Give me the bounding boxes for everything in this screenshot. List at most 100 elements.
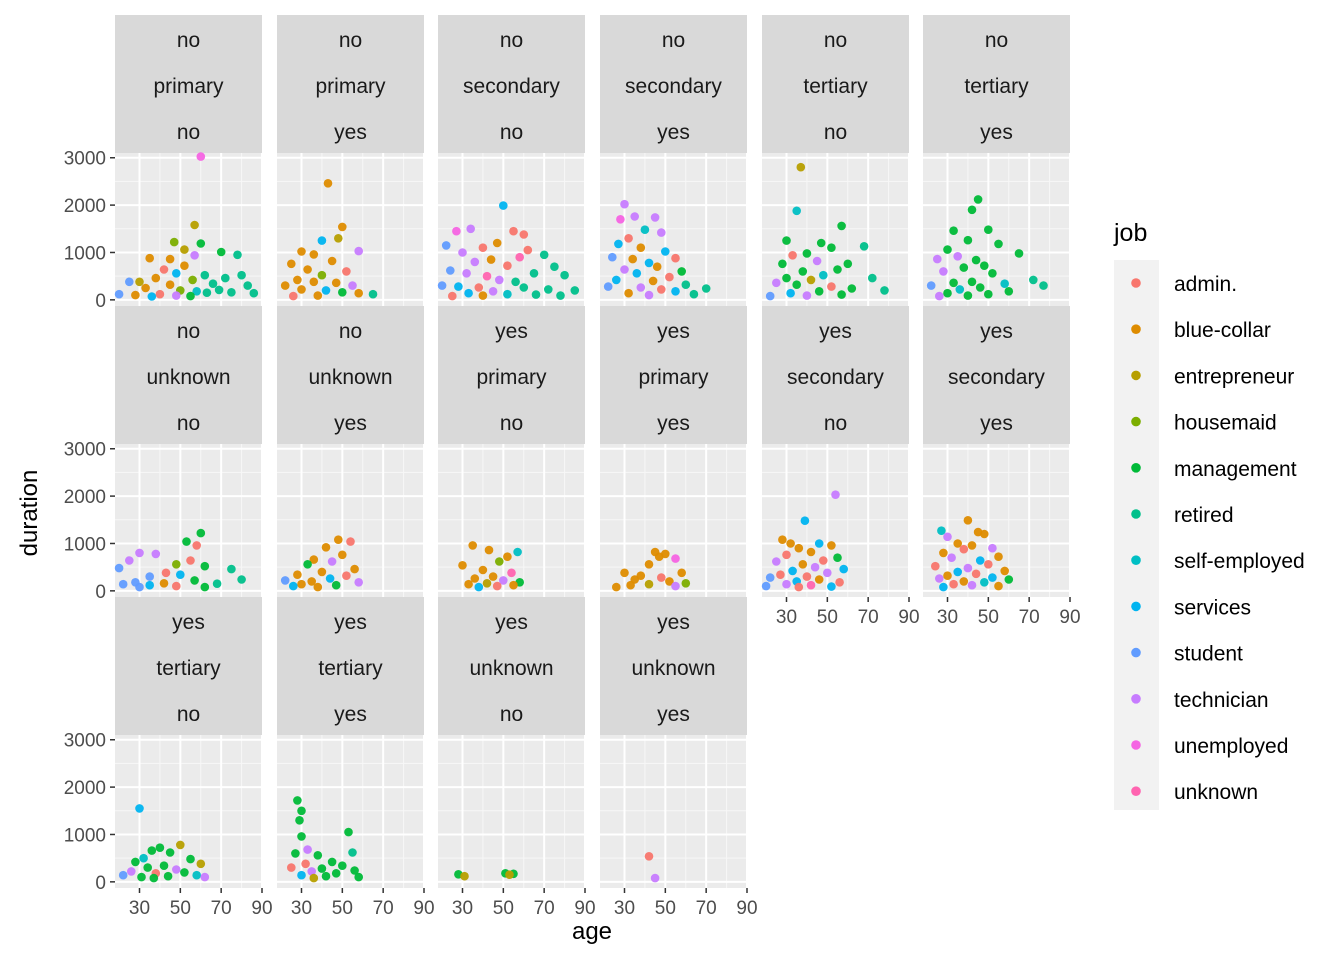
- facet-strip-label: yes: [334, 121, 367, 144]
- data-point: [988, 573, 997, 582]
- data-point: [196, 859, 206, 869]
- data-point: [313, 582, 323, 592]
- facet-panel: yes secondary yes 30 50 70 90: [923, 306, 1081, 628]
- data-point: [984, 560, 993, 569]
- data-point: [147, 292, 157, 301]
- data-point: [147, 846, 157, 855]
- facet-strip-label: yes: [819, 320, 852, 343]
- data-point: [827, 243, 836, 252]
- x-tick-label: 70: [1019, 607, 1040, 628]
- data-point: [519, 283, 529, 292]
- data-point: [509, 580, 518, 590]
- facet-strip-label: unknown: [631, 657, 715, 680]
- y-tick-label: 1000: [64, 534, 106, 555]
- data-point: [967, 205, 977, 215]
- data-point: [644, 560, 654, 569]
- facet-strip-label: yes: [495, 611, 528, 634]
- data-point: [354, 246, 364, 256]
- data-point: [200, 582, 210, 592]
- data-point: [503, 289, 512, 299]
- x-tick-label: 90: [251, 898, 272, 919]
- data-point: [307, 867, 317, 876]
- data-point: [331, 580, 341, 590]
- data-point: [665, 272, 674, 282]
- facet-strip: [438, 306, 585, 444]
- x-tick-label: 30: [937, 607, 958, 628]
- data-point: [289, 581, 298, 591]
- legend-key: [1131, 324, 1141, 335]
- data-point: [212, 579, 222, 588]
- data-point: [151, 549, 161, 559]
- facet-strip: [277, 15, 424, 153]
- facet-strip-label: yes: [980, 121, 1013, 144]
- data-point: [297, 870, 306, 880]
- data-point: [293, 275, 302, 285]
- facet-panel: no primary no 0 1000 2000 3000: [64, 15, 263, 312]
- data-point: [971, 569, 981, 579]
- facet-strip: [115, 15, 262, 153]
- x-tick-label: 50: [655, 898, 676, 919]
- facet-strip-label: yes: [657, 611, 690, 634]
- data-point: [837, 221, 846, 231]
- data-point: [624, 234, 633, 243]
- facet-strip: [277, 306, 424, 444]
- data-point: [297, 285, 306, 294]
- data-point: [165, 254, 175, 264]
- data-point: [495, 275, 504, 285]
- data-point: [309, 555, 319, 564]
- data-point: [608, 252, 617, 262]
- data-point: [933, 254, 942, 264]
- data-point: [196, 239, 206, 248]
- data-point: [441, 241, 451, 250]
- data-point: [216, 247, 226, 257]
- facet-panel: no secondary no: [437, 15, 586, 306]
- data-point: [151, 273, 161, 283]
- facet-strip-label: no: [500, 121, 523, 144]
- data-point: [145, 253, 154, 263]
- data-point: [354, 288, 364, 298]
- facet-panel: yes tertiary no 0 1000 2000 3000 30 50 70 90: [64, 597, 273, 919]
- data-point: [460, 871, 469, 881]
- facet-strip-label: unknown: [146, 366, 230, 389]
- data-point: [317, 567, 327, 577]
- facet-panel: no tertiary yes: [923, 15, 1071, 306]
- data-point: [200, 270, 210, 280]
- data-point: [176, 840, 185, 850]
- data-point: [788, 566, 797, 576]
- data-point: [155, 289, 165, 299]
- data-point: [650, 213, 660, 222]
- data-point: [612, 582, 621, 592]
- data-point: [776, 570, 785, 579]
- facet-panel: no secondary yes: [600, 15, 748, 306]
- legend-key: [1131, 694, 1141, 704]
- y-tick-label: 0: [95, 582, 106, 603]
- data-point: [931, 561, 940, 571]
- data-point: [953, 539, 962, 548]
- data-point: [1000, 566, 1009, 576]
- data-point: [200, 561, 210, 571]
- data-point: [227, 288, 236, 297]
- data-point: [313, 851, 323, 860]
- facet-panel: yes primary yes: [600, 306, 748, 597]
- facet-strip-label: primary: [476, 366, 547, 389]
- data-point: [474, 582, 484, 592]
- data-point: [125, 277, 134, 287]
- y-tick-label: 3000: [64, 149, 106, 170]
- data-point: [159, 265, 169, 274]
- data-point: [470, 257, 480, 267]
- facet-strip-label: yes: [980, 320, 1013, 343]
- data-point: [943, 245, 952, 254]
- data-point: [782, 273, 791, 283]
- data-point: [163, 871, 173, 881]
- x-axis-title: age: [572, 918, 612, 945]
- legend-label: management: [1174, 458, 1297, 481]
- data-point: [458, 561, 467, 570]
- data-point: [301, 859, 310, 869]
- data-point: [810, 562, 820, 572]
- plot-background: [438, 735, 585, 888]
- data-point: [943, 288, 952, 298]
- data-point: [190, 251, 199, 260]
- data-point: [499, 201, 508, 210]
- x-tick-label: 70: [211, 898, 232, 919]
- x-tick-label: 50: [978, 607, 999, 628]
